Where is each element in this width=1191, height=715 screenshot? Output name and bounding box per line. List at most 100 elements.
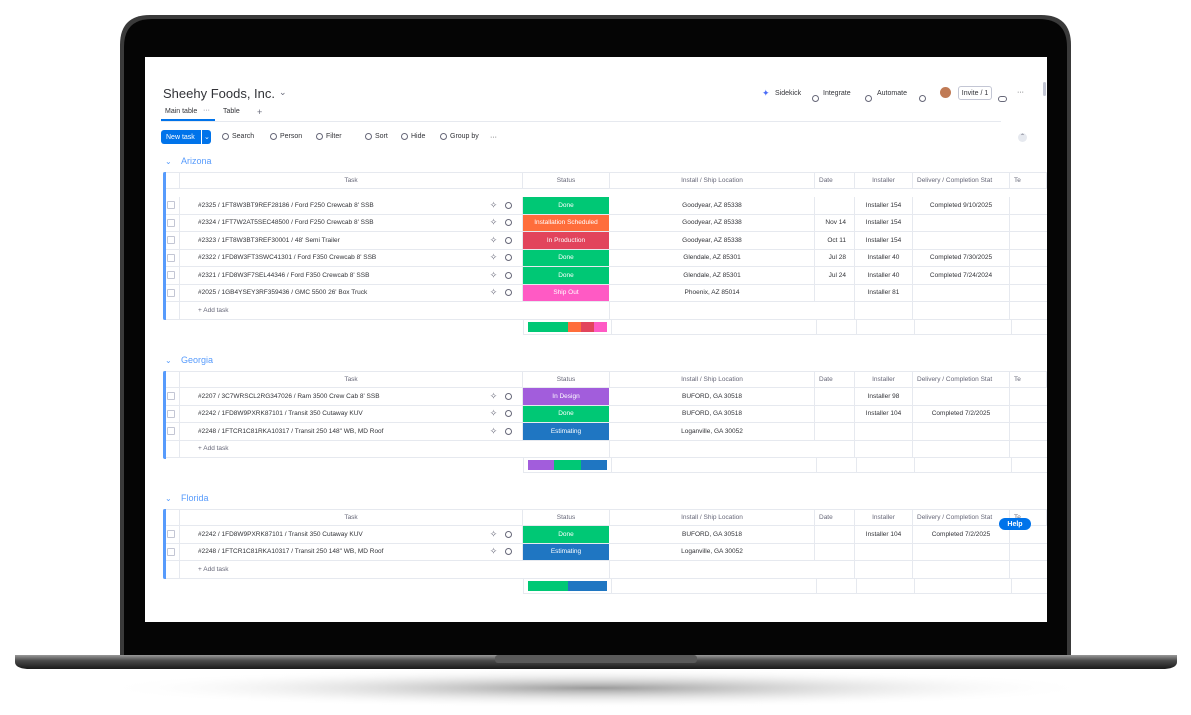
status[interactable]: Estimating — [523, 543, 610, 560]
avatar[interactable] — [940, 87, 951, 98]
column-header[interactable]: Task — [180, 173, 523, 188]
column-header[interactable]: Status — [523, 173, 610, 188]
ai-icon[interactable]: ✧ — [489, 287, 498, 298]
column-header[interactable]: Status — [523, 372, 610, 387]
status[interactable]: Done — [523, 526, 610, 543]
task[interactable]: #2248 / 1FTCR1C81RKA10317 / Transit 250 … — [198, 548, 384, 556]
column-header[interactable]: Installer — [855, 173, 913, 188]
task[interactable]: #2323 / 1FT8W3BT3REF30001 / 48' Semi Tra… — [198, 236, 340, 244]
more-menu[interactable]: ··· — [1017, 89, 1024, 96]
status[interactable]: In Production — [523, 232, 610, 249]
title-caret[interactable]: ⌄ — [279, 87, 287, 97]
action[interactable]: Automate — [877, 90, 907, 97]
ai-icon[interactable]: ✧ — [489, 217, 498, 228]
checkbox[interactable] — [167, 530, 175, 539]
group-name[interactable]: Arizona — [181, 156, 212, 166]
checkbox[interactable] — [167, 547, 175, 556]
delivery[interactable] — [913, 543, 1010, 560]
toolbar-button[interactable]: Sort — [365, 133, 388, 140]
column-header[interactable]: Date — [815, 173, 855, 188]
location[interactable]: Loganville, GA 30052 — [610, 423, 815, 440]
status[interactable]: Done — [523, 249, 610, 266]
date[interactable] — [815, 284, 855, 301]
delivery[interactable]: Completed 9/10/2025 — [913, 197, 1010, 214]
delivery[interactable]: Completed 7/2/2025 — [913, 405, 1010, 422]
column-header[interactable]: Te — [1010, 510, 1047, 525]
task[interactable]: #2324 / 1FT7W2AT5SEC48500 / Ford F250 Cr… — [198, 219, 374, 227]
toolbar-button[interactable]: Search — [222, 133, 254, 140]
collapse-button[interactable]: ⌃ — [1018, 133, 1027, 142]
updates-icon[interactable] — [505, 219, 513, 227]
installer[interactable]: Installer 81 — [855, 284, 913, 301]
action[interactable]: Sidekick — [775, 90, 802, 97]
ai-icon[interactable]: ✧ — [489, 425, 498, 436]
installer[interactable]: Installer 104 — [855, 526, 913, 543]
checkbox[interactable] — [167, 201, 175, 210]
installer[interactable]: Installer 40 — [855, 267, 913, 284]
checkbox[interactable] — [167, 427, 175, 436]
action[interactable]: Integrate — [823, 90, 851, 97]
tab-menu[interactable]: ··· — [203, 107, 210, 114]
toolbar-button[interactable]: Hide — [401, 133, 425, 140]
updates-icon[interactable] — [505, 530, 513, 538]
column-header[interactable]: Install / Ship Location — [610, 173, 815, 188]
installer[interactable]: Installer 40 — [855, 249, 913, 266]
location[interactable]: BUFORD, GA 30518 — [610, 405, 815, 422]
date[interactable] — [815, 543, 855, 560]
group-name[interactable]: Florida — [181, 493, 209, 503]
delivery[interactable] — [913, 284, 1010, 301]
group-caret[interactable]: ⌄ — [165, 157, 172, 166]
column-header[interactable]: Install / Ship Location — [610, 510, 815, 525]
toolbar-more[interactable]: ··· — [490, 134, 497, 141]
toolbar-button[interactable]: Person — [270, 133, 302, 140]
ai-icon[interactable]: ✧ — [489, 528, 498, 539]
location[interactable]: BUFORD, GA 30518 — [610, 526, 815, 543]
checkbox[interactable] — [167, 409, 175, 418]
location[interactable]: Loganville, GA 30052 — [610, 543, 815, 560]
updates-icon[interactable] — [505, 289, 513, 297]
group-name[interactable]: Georgia — [181, 355, 214, 365]
status-summary[interactable] — [528, 460, 607, 470]
ai-icon[interactable]: ✧ — [489, 390, 498, 401]
location[interactable]: Goodyear, AZ 85338 — [610, 197, 815, 214]
updates-icon[interactable] — [919, 89, 926, 107]
installer[interactable]: Installer 154 — [855, 232, 913, 249]
column-header[interactable]: Install / Ship Location — [610, 372, 815, 387]
location[interactable]: Glendale, AZ 85301 — [610, 249, 815, 266]
add-task[interactable]: + Add task — [198, 306, 229, 314]
installer[interactable]: Installer 154 — [855, 197, 913, 214]
ai-icon[interactable]: ✧ — [489, 234, 498, 245]
updates-icon[interactable] — [505, 201, 513, 209]
status[interactable]: In Design — [523, 388, 610, 405]
add-task[interactable]: + Add task — [198, 565, 229, 573]
location[interactable]: Glendale, AZ 85301 — [610, 267, 815, 284]
date[interactable] — [815, 526, 855, 543]
ai-icon[interactable]: ✧ — [489, 408, 498, 419]
task[interactable]: #2325 / 1FT8W3BT9REF28186 / Ford F250 Cr… — [198, 201, 374, 209]
ai-icon[interactable]: ✧ — [489, 269, 498, 280]
updates-icon[interactable] — [505, 392, 513, 400]
status[interactable]: Done — [523, 267, 610, 284]
location[interactable]: Goodyear, AZ 85338 — [610, 232, 815, 249]
column-header[interactable]: Task — [180, 510, 523, 525]
updates-icon[interactable] — [505, 427, 513, 435]
column-header[interactable]: Installer — [855, 372, 913, 387]
delivery[interactable] — [913, 388, 1010, 405]
status-summary[interactable] — [528, 321, 608, 332]
task[interactable]: #2322 / 1FD8W3FT3SWC41301 / Ford F350 Cr… — [198, 254, 377, 262]
date[interactable]: Nov 14 — [815, 214, 855, 231]
status[interactable]: Installation Scheduled — [523, 214, 610, 231]
date[interactable] — [815, 423, 855, 440]
ai-icon[interactable]: ✧ — [489, 546, 498, 557]
task[interactable]: #2242 / 1FD8W9PXRK87101 / Transit 350 Cu… — [198, 410, 363, 418]
status-summary[interactable] — [528, 580, 607, 591]
column-header[interactable]: Delivery / Completion Stat — [913, 173, 1010, 188]
column-header[interactable]: Installer — [855, 510, 913, 525]
installer[interactable]: Installer 98 — [855, 388, 913, 405]
ai-icon[interactable]: ✧ — [489, 199, 498, 210]
column-header[interactable]: Te — [1010, 173, 1047, 188]
task[interactable]: #2207 / 3C7WRSCL2RG347026 / Ram 3500 Cre… — [198, 392, 380, 400]
group-caret[interactable]: ⌄ — [165, 356, 172, 365]
status[interactable]: Done — [523, 197, 610, 214]
checkbox[interactable] — [167, 392, 175, 401]
